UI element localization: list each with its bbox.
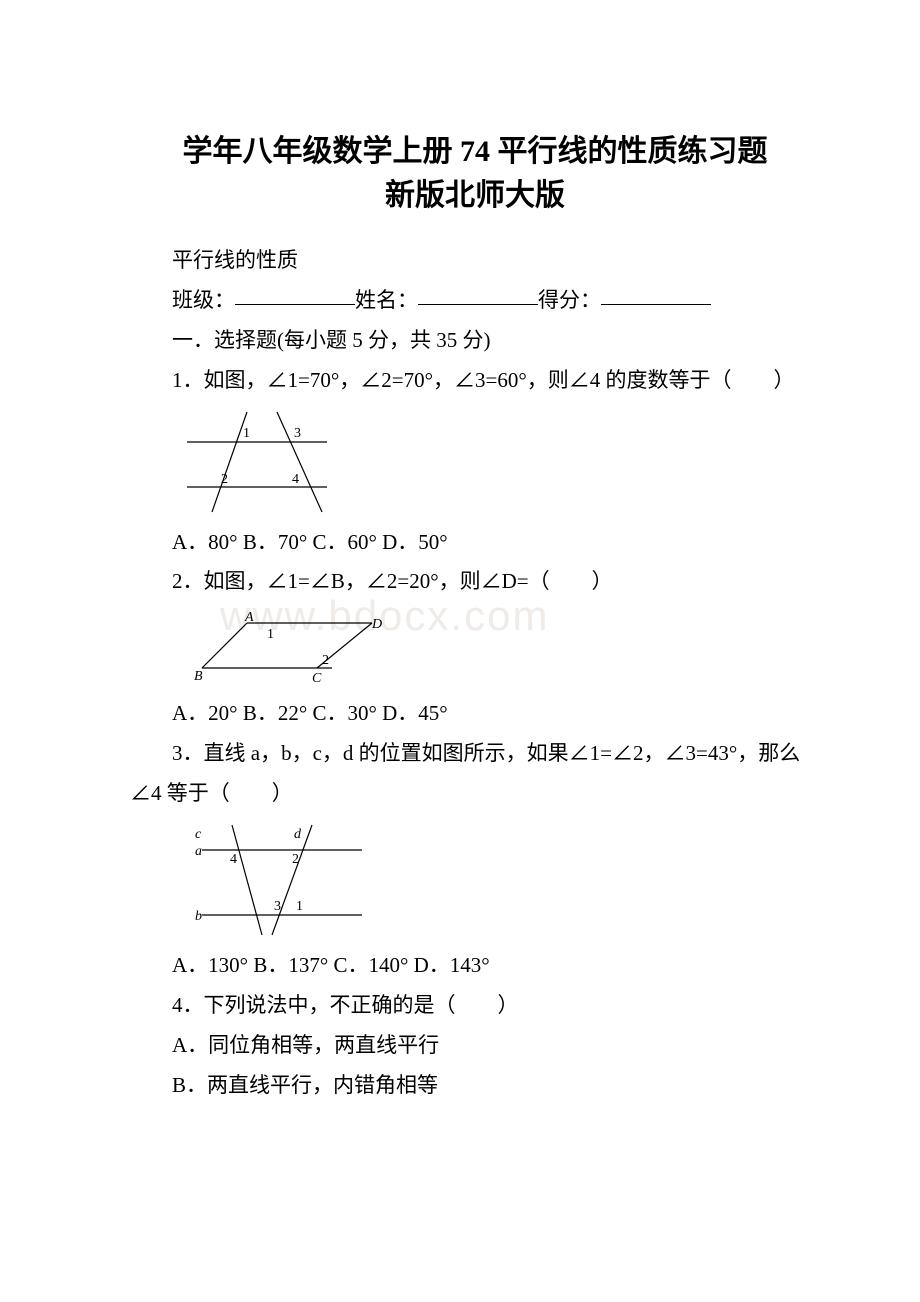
name-label: 姓名：	[355, 288, 418, 312]
svg-text:4: 4	[230, 852, 237, 867]
svg-text:1: 1	[267, 627, 274, 642]
svg-text:a: a	[195, 844, 202, 859]
subtitle: 平行线的性质	[130, 241, 820, 281]
svg-text:4: 4	[292, 472, 299, 487]
svg-text:2: 2	[221, 472, 228, 487]
q1-text: 1．如图，∠1=70°，∠2=70°，∠3=60°，则∠4 的度数等于（ ）	[130, 361, 820, 401]
class-blank	[235, 283, 355, 305]
q1-svg: 1 3 2 4	[172, 407, 342, 517]
svg-text:D: D	[371, 617, 382, 632]
q2-options: A．20° B．22° C．30° D．45°	[130, 694, 820, 734]
svg-text:1: 1	[296, 899, 303, 914]
q3-text: 3．直线 a，b，c，d 的位置如图所示，如果∠1=∠2，∠3=43°，那么∠4…	[130, 734, 820, 814]
score-blank	[601, 283, 711, 305]
section-heading: 一．选择题(每小题 5 分，共 35 分)	[130, 321, 820, 361]
svg-text:A: A	[244, 610, 254, 625]
student-info-row: 班级： 姓名： 得分：	[130, 281, 820, 321]
title-line-1: 学年八年级数学上册 74 平行线的性质练习题	[183, 135, 768, 168]
q3-svg: c d a b 4 2 31	[172, 820, 382, 940]
svg-text:d: d	[294, 827, 302, 842]
q2-figure: A D B C 1 2	[172, 608, 820, 688]
q4-option-a: A．同位角相等，两直线平行	[130, 1026, 820, 1066]
title-line-2: 新版北师大版	[385, 179, 565, 212]
q3-options: A．130° B．137° C．140° D．143°	[130, 946, 820, 986]
svg-text:c: c	[195, 827, 202, 842]
q3-figure: c d a b 4 2 31	[172, 820, 820, 940]
svg-text:2: 2	[322, 653, 329, 668]
q1-options: A．80° B．70° C．60° D．50°	[130, 523, 820, 563]
svg-text:3: 3	[294, 426, 301, 441]
class-label: 班级：	[172, 288, 235, 312]
svg-text:B: B	[194, 669, 203, 684]
score-label: 得分：	[538, 288, 601, 312]
svg-text:b: b	[195, 909, 202, 924]
svg-text:1: 1	[243, 426, 250, 441]
q2-text: 2．如图，∠1=∠B，∠2=20°，则∠D=（ ）	[130, 562, 820, 602]
q4-text: 4．下列说法中，不正确的是（ ）	[130, 986, 820, 1026]
name-blank	[418, 283, 538, 305]
q4-option-b: B．两直线平行，内错角相等	[130, 1066, 820, 1106]
q1-figure: 1 3 2 4	[172, 407, 820, 517]
svg-text:2: 2	[292, 852, 299, 867]
svg-text:3: 3	[274, 899, 281, 914]
svg-text:C: C	[312, 671, 322, 686]
q2-svg: A D B C 1 2	[172, 608, 392, 688]
page-title: 学年八年级数学上册 74 平行线的性质练习题 新版北师大版	[130, 130, 820, 217]
